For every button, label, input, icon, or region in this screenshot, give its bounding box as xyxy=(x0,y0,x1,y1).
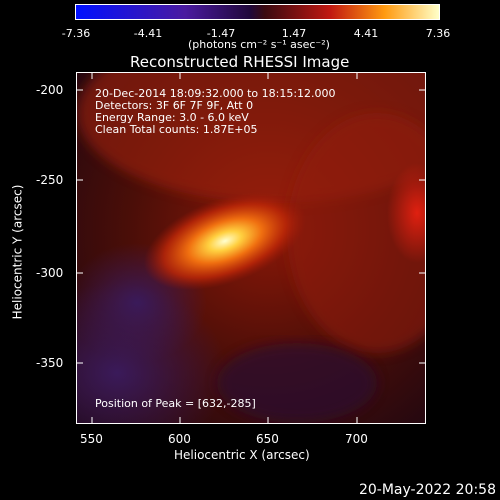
x-tick-label: 700 xyxy=(345,432,368,446)
colorbar xyxy=(75,4,440,20)
time-range-annotation: 20-Dec-2014 18:09:32.000 to 18:15:12.000 xyxy=(95,87,336,100)
colorbar-tick: 1.47 xyxy=(281,27,307,40)
detectors-annotation: Detectors: 3F 6F 7F 9F, Att 0 xyxy=(95,99,254,112)
clean-annotation: Clean Total counts: 1.87E+05 xyxy=(95,123,258,136)
colorbar-tick: -1.47 xyxy=(206,27,236,40)
x-tick-label: 650 xyxy=(256,432,279,446)
y-tick-label: -300 xyxy=(36,266,64,280)
y-tick-label: -350 xyxy=(36,356,64,370)
y-tick-label: -250 xyxy=(36,173,64,187)
colorbar-tick: -7.36 xyxy=(61,27,91,40)
peak-position-annotation: Position of Peak = [632,-285] xyxy=(95,397,256,410)
plot-title: Reconstructed RHESSI Image xyxy=(130,53,350,71)
energy-annotation: Energy Range: 3.0 - 6.0 keV xyxy=(95,111,249,124)
rhessi-image xyxy=(76,72,426,424)
x-axis-label: Heliocentric X (arcsec) xyxy=(174,448,310,462)
colorbar-unit: (photons cm⁻² s⁻¹ asec⁻²) xyxy=(188,38,330,51)
colorbar-tick: -4.41 xyxy=(133,27,163,40)
timestamp: 20-May-2022 20:58 xyxy=(358,482,496,498)
colorbar-tick: 7.36 xyxy=(425,27,451,40)
x-tick-label: 550 xyxy=(80,432,103,446)
colorbar-tick: 4.41 xyxy=(353,27,379,40)
y-axis-label: Heliocentric Y (arcsec) xyxy=(10,184,25,320)
y-tick-label: -200 xyxy=(36,83,64,97)
x-tick-label: 600 xyxy=(168,432,191,446)
